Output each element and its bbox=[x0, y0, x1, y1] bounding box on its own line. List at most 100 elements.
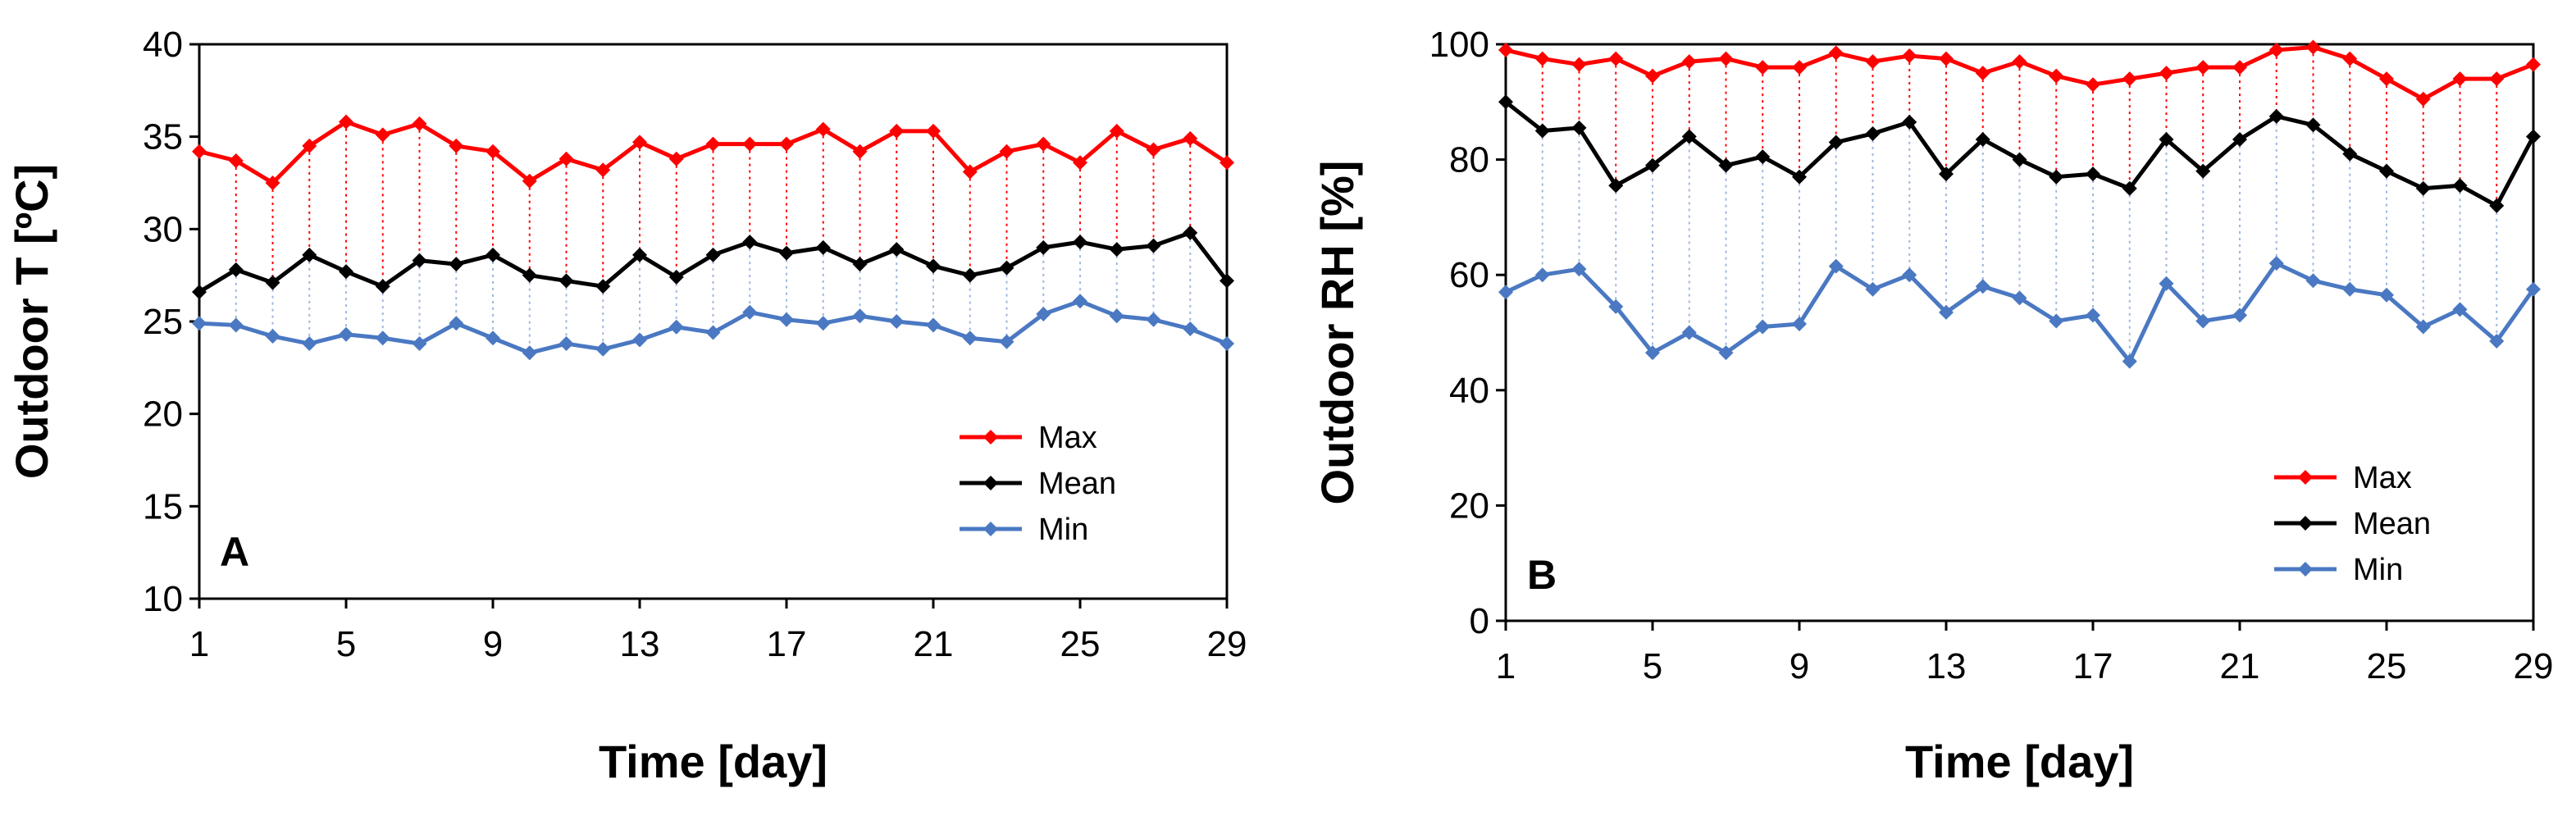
series-max-point bbox=[1608, 51, 1624, 66]
series-max-point bbox=[1828, 45, 1844, 61]
series-max-point bbox=[926, 123, 941, 139]
series-min-point bbox=[2489, 334, 2505, 349]
series-max-point bbox=[1073, 155, 1087, 171]
series-mean-point bbox=[265, 275, 280, 290]
series-min-point bbox=[486, 331, 500, 346]
series-min-point bbox=[1571, 262, 1587, 277]
series-min-point bbox=[2049, 313, 2064, 329]
y-axis-label: Outdoor T [ºC] bbox=[6, 164, 57, 479]
series-max-point bbox=[2268, 43, 2284, 58]
x-tick-label: 13 bbox=[1926, 646, 1967, 686]
y-tick-label: 100 bbox=[1429, 25, 1489, 65]
y-axis-label: Outdoor RH [%] bbox=[1311, 161, 1363, 505]
series-min-point bbox=[449, 316, 464, 331]
series-max-point bbox=[2452, 71, 2468, 87]
series-min-point bbox=[1036, 306, 1051, 321]
series-mean-point bbox=[2122, 180, 2137, 196]
series-mean-point bbox=[1036, 239, 1051, 255]
series-min-point bbox=[2452, 302, 2468, 317]
series-mean-point bbox=[742, 235, 758, 250]
series-mean-point bbox=[302, 247, 317, 262]
series-mean-point bbox=[705, 247, 721, 262]
series-mean-point bbox=[1718, 157, 1734, 173]
series-min-point bbox=[2122, 353, 2137, 369]
series-min-point bbox=[632, 332, 647, 348]
series-max-point bbox=[1498, 43, 1513, 58]
series-min-point bbox=[2342, 281, 2358, 297]
series-mean-point bbox=[668, 269, 684, 285]
y-tick-label: 25 bbox=[143, 302, 183, 342]
series-max-point bbox=[302, 138, 317, 153]
series-min-point bbox=[2159, 276, 2174, 291]
series-max-point bbox=[1645, 68, 1660, 84]
series-max-point bbox=[412, 116, 427, 131]
legend-max-marker bbox=[2298, 470, 2313, 485]
x-tick-label: 17 bbox=[2073, 646, 2113, 686]
series-mean-point bbox=[1792, 169, 1807, 185]
series-min-point bbox=[2195, 313, 2211, 329]
series-min-point bbox=[1755, 319, 1771, 335]
legend-mean-marker bbox=[2298, 516, 2313, 531]
series-mean-point bbox=[999, 260, 1014, 276]
legend-mean-label: Mean bbox=[1038, 467, 1116, 501]
series-min-point bbox=[412, 336, 427, 352]
series-min-point bbox=[668, 319, 684, 335]
x-tick-label: 13 bbox=[620, 624, 660, 664]
series-min-point bbox=[1073, 294, 1087, 309]
series-mean-point bbox=[2526, 129, 2541, 144]
series-mean-point bbox=[779, 245, 794, 261]
series-mean-point bbox=[2268, 108, 2284, 124]
series-max-point bbox=[2122, 71, 2137, 87]
panel-label: A bbox=[220, 529, 249, 575]
y-tick-label: 35 bbox=[143, 117, 183, 157]
series-min-point bbox=[2086, 308, 2100, 323]
series-max-point bbox=[192, 144, 207, 159]
series-mean-point bbox=[852, 257, 868, 272]
series-mean-point bbox=[926, 258, 941, 274]
series-mean-point bbox=[2086, 166, 2100, 182]
series-max-point bbox=[1146, 142, 1161, 157]
series-min-point bbox=[2415, 319, 2431, 335]
series-mean-point bbox=[1902, 114, 1917, 130]
x-tick-label: 5 bbox=[336, 624, 356, 664]
series-mean-point bbox=[449, 257, 464, 272]
legend-max-marker bbox=[983, 430, 998, 444]
series-max-point bbox=[668, 151, 684, 166]
series-min-point bbox=[1534, 267, 1550, 283]
legend-min-marker bbox=[983, 522, 998, 536]
series-mean-point bbox=[1755, 149, 1771, 165]
series-min-point bbox=[1865, 281, 1881, 297]
y-tick-label: 30 bbox=[143, 209, 183, 249]
series-min-point bbox=[2379, 287, 2394, 303]
series-max-point bbox=[2159, 66, 2174, 81]
series-max-point bbox=[779, 136, 794, 152]
series-min-point bbox=[1220, 336, 1234, 352]
panel-label: B bbox=[1527, 552, 1557, 598]
series-min-point bbox=[1828, 258, 1844, 274]
series-max-point bbox=[1718, 51, 1734, 66]
series-min-point bbox=[1645, 345, 1660, 361]
legend-mean-marker bbox=[983, 476, 998, 490]
series-max-point bbox=[228, 153, 244, 168]
y-tick-label: 40 bbox=[143, 25, 183, 65]
series-min-point bbox=[1498, 285, 1513, 300]
legend-max-label: Max bbox=[2353, 461, 2412, 495]
legend-mean-label: Mean bbox=[2353, 507, 2431, 541]
series-min-point bbox=[1718, 345, 1734, 361]
series-mean-point bbox=[375, 279, 390, 294]
series-max-point bbox=[2012, 54, 2027, 70]
series-mean-point bbox=[1608, 178, 1624, 194]
series-mean-point bbox=[2049, 169, 2064, 185]
y-tick-label: 20 bbox=[143, 394, 183, 435]
series-min-point bbox=[265, 329, 280, 344]
series-mean-point bbox=[2415, 180, 2431, 196]
series-min-point bbox=[1608, 299, 1624, 314]
y-tick-label: 15 bbox=[143, 486, 183, 527]
x-tick-label: 1 bbox=[1496, 646, 1516, 686]
series-min-point bbox=[302, 336, 317, 352]
series-min-point bbox=[339, 326, 353, 342]
y-tick-label: 20 bbox=[1449, 485, 1489, 526]
series-mean-point bbox=[1073, 235, 1087, 250]
series-mean-point bbox=[228, 262, 244, 277]
series-min-point bbox=[2268, 256, 2284, 271]
